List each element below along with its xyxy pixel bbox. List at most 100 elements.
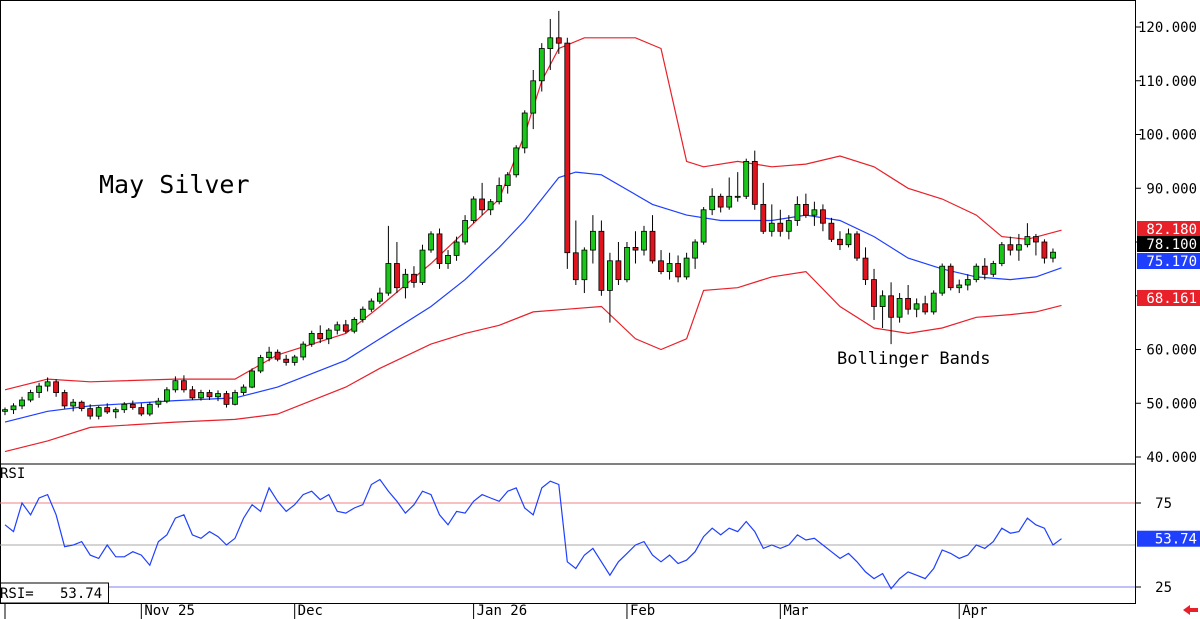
candle-body: [504, 174, 511, 187]
candle-body: [564, 42, 571, 254]
candle-body: [930, 292, 937, 313]
price-tick-label: 90.000: [1146, 181, 1197, 197]
price-tag-label: 82.180: [1146, 222, 1197, 238]
candle-body: [964, 279, 971, 286]
candle-body: [274, 351, 281, 360]
candle-body: [78, 401, 85, 410]
candle-body: [590, 230, 596, 251]
candle-body: [990, 263, 997, 275]
price-tick-label: 100.000: [1138, 128, 1197, 144]
candle-body: [232, 392, 238, 405]
candle-body: [828, 222, 835, 240]
candle-body: [163, 389, 170, 402]
candle-body: [155, 400, 162, 405]
candle-body: [1033, 236, 1039, 243]
candle-body: [129, 403, 136, 408]
bollinger-middle-line: [4, 171, 1062, 423]
x-tick-label: Mar: [783, 603, 808, 619]
candle-body: [1016, 244, 1022, 251]
candle-body: [351, 318, 358, 332]
rsi-tick-label: 25: [1155, 580, 1172, 596]
candle-body: [1041, 241, 1048, 259]
candle-body: [189, 389, 196, 399]
candle-body: [411, 273, 417, 283]
candle-body: [470, 198, 477, 221]
candle-body: [44, 381, 51, 387]
rsi-tick-label: 75: [1155, 496, 1172, 512]
candle-body: [462, 220, 469, 243]
candle-body: [283, 358, 290, 363]
price-tick-label: 40.000: [1146, 450, 1197, 466]
back-arrow-icon[interactable]: [1183, 605, 1198, 615]
candle-body: [206, 392, 213, 398]
candle-body: [905, 297, 911, 310]
candle-body: [334, 324, 341, 331]
rsi-current-tag-box: [1137, 530, 1200, 547]
price-tag-box: [1137, 253, 1200, 269]
candle-body: [555, 37, 562, 44]
price-tick-label: 110.000: [1138, 74, 1197, 90]
candle-body: [368, 300, 375, 310]
price-tick-label: 60.000: [1146, 343, 1197, 359]
rsi-current-tag-label: 53.74: [1155, 532, 1197, 548]
candle-body: [837, 238, 843, 246]
candle-body: [947, 265, 954, 289]
candle-body: [146, 403, 153, 415]
candle-body: [760, 203, 767, 232]
candle-body: [700, 209, 707, 243]
candle-body: [19, 399, 25, 407]
candle-body: [530, 80, 537, 114]
price-tag-box: [1137, 221, 1200, 237]
candle-body: [632, 246, 639, 251]
candle-body: [726, 195, 733, 208]
candle-body: [641, 230, 647, 251]
candle-body: [845, 233, 852, 246]
candle-body: [777, 222, 784, 232]
candle-body: [325, 329, 332, 340]
candle-body: [998, 244, 1005, 264]
price-tag-box: [1137, 290, 1200, 306]
candle-body: [538, 48, 545, 82]
candle-body: [513, 147, 520, 176]
candle-body: [956, 284, 963, 289]
candle-body: [888, 295, 894, 318]
candle-body: [291, 356, 298, 363]
candle-body: [112, 409, 119, 413]
candle-body: [973, 265, 980, 281]
candle-body: [266, 351, 273, 359]
candle-body: [709, 195, 716, 211]
candle-body: [453, 241, 460, 256]
candle-body: [172, 380, 179, 391]
candle-body: [300, 343, 307, 358]
rsi-panel: 75 25 53.74: [0, 478, 1200, 596]
x-tick-label: Feb: [630, 603, 655, 619]
candle-body: [393, 263, 400, 289]
candle-body: [521, 112, 528, 149]
candle-body: [87, 408, 94, 417]
rsi-readout-value: 53.74: [60, 586, 102, 602]
candle-body: [734, 195, 741, 198]
candle-body: [223, 393, 230, 405]
candle-body: [572, 252, 579, 281]
candle-body: [436, 233, 443, 264]
candle-body: [27, 392, 34, 401]
candle-body: [308, 332, 315, 345]
x-tick-label: Apr: [962, 603, 987, 619]
bollinger-upper-line: [4, 37, 1062, 391]
candle-body: [598, 230, 605, 291]
candle-body: [359, 308, 366, 320]
candle-body: [854, 233, 860, 259]
price-tag-label: 75.170: [1146, 254, 1197, 270]
candle-body: [879, 295, 886, 307]
candle-body: [768, 222, 775, 232]
candle-body: [215, 393, 221, 398]
candle-body: [10, 405, 17, 411]
candle-body: [249, 370, 256, 388]
candle-body: [61, 392, 68, 407]
candle-body: [615, 260, 622, 280]
candle-body: [862, 257, 869, 281]
candle-body: [53, 381, 59, 393]
candle-body: [487, 201, 494, 211]
